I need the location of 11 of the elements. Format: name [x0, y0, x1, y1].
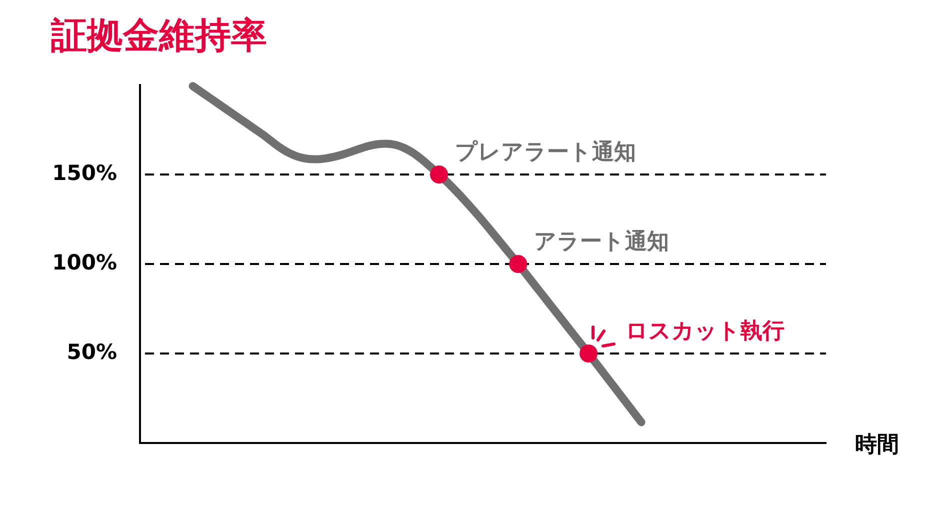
x-axis-title: 時間: [855, 432, 899, 458]
y-tick-label: 150%: [52, 160, 117, 185]
ref-line-label: ロスカット執行: [626, 319, 785, 344]
y-tick-label: 50%: [66, 340, 117, 364]
ref-line-label: アラート通知: [534, 230, 670, 255]
y-tick-label: 100%: [52, 250, 117, 274]
chart-title: 証拠金維持率: [50, 15, 267, 56]
point: [580, 344, 598, 362]
ref-line-label: プレアラート通知: [455, 140, 636, 166]
point: [509, 255, 528, 273]
point: [430, 166, 448, 184]
